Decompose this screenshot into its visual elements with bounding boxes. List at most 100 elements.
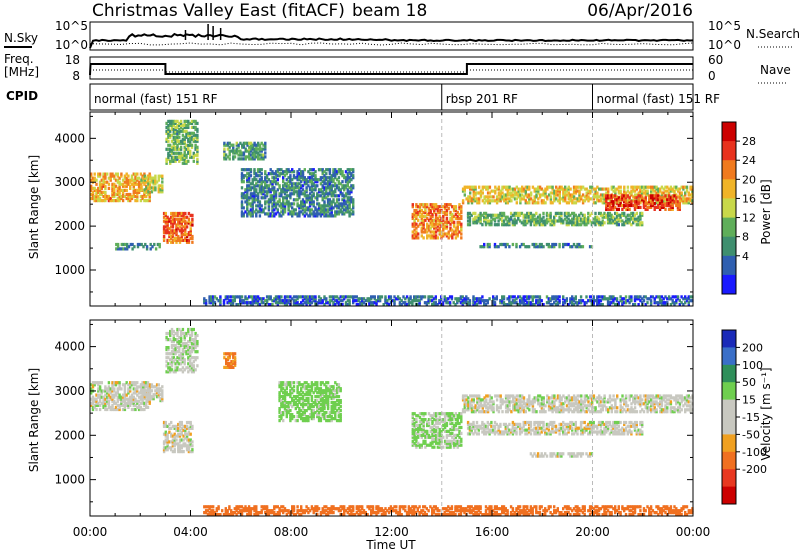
data-cell: [524, 193, 527, 197]
data-cell: [328, 180, 332, 184]
data-cell: [280, 202, 283, 206]
data-cell: [100, 190, 103, 194]
data-cell: [194, 139, 197, 143]
data-cell: [143, 174, 147, 178]
data-cell: [179, 335, 183, 340]
data-cell: [174, 358, 177, 362]
data-cell: [350, 178, 353, 182]
data-cell: [171, 440, 175, 444]
data-cell: [456, 216, 459, 220]
data-cell: [308, 192, 312, 196]
data-cell: [440, 303, 443, 307]
data-cell: [651, 196, 655, 200]
data-cell: [395, 297, 398, 301]
data-cell: [265, 184, 269, 188]
data-cell: [411, 214, 414, 218]
date-label: 06/Apr/2016: [587, 1, 693, 21]
data-cell: [242, 143, 246, 147]
data-cell: [107, 395, 111, 399]
data-cell: [244, 301, 247, 305]
data-cell: [452, 224, 456, 228]
data-cell: [146, 381, 150, 385]
data-cell: [167, 129, 170, 133]
data-cell: [97, 172, 100, 176]
data-cell: [260, 172, 263, 176]
data-cell: [574, 185, 578, 189]
power-data-cells: [90, 119, 694, 307]
data-cell: [621, 223, 624, 227]
data-cell: [219, 299, 222, 303]
data-cell: [137, 399, 141, 403]
data-cell: [246, 155, 249, 159]
data-cell: [535, 223, 538, 227]
data-cell: [240, 180, 244, 184]
data-cell: [466, 219, 470, 223]
data-cell: [292, 299, 296, 303]
data-cell: [667, 198, 671, 202]
data-cell: [538, 299, 542, 303]
data-cell: [536, 299, 540, 303]
data-cell: [587, 191, 590, 195]
data-cell: [429, 216, 432, 220]
data-cell: [226, 295, 229, 299]
data-cell: [185, 129, 188, 133]
data-cell: [650, 191, 653, 195]
data-cell: [97, 395, 100, 399]
data-cell: [145, 180, 148, 184]
data-cell: [335, 184, 339, 188]
data-cell: [123, 399, 127, 403]
data-cell: [172, 340, 175, 344]
data-cell: [185, 333, 188, 338]
data-cell: [181, 127, 185, 131]
data-cell: [136, 182, 139, 186]
data-cell: [203, 297, 206, 301]
data-cell: [232, 145, 235, 149]
data-cell: [283, 299, 287, 303]
data-cell: [538, 213, 542, 217]
data-cell: [429, 299, 432, 303]
data-cell: [330, 194, 333, 198]
data-cell: [413, 228, 416, 232]
data-cell: [608, 221, 612, 225]
data-cell: [189, 354, 192, 358]
data-cell: [310, 297, 314, 301]
data-cell: [180, 229, 183, 233]
data-cell: [483, 201, 486, 205]
data-cell: [187, 151, 190, 155]
data-cell: [166, 231, 169, 235]
data-cell: [134, 381, 137, 385]
data-cell: [504, 223, 507, 227]
data-cell: [554, 303, 558, 307]
data-cell: [132, 399, 135, 403]
data-cell: [192, 153, 195, 157]
data-cell: [255, 149, 258, 153]
data-cell: [339, 188, 342, 192]
data-cell: [91, 381, 95, 385]
data-cell: [509, 295, 513, 299]
data-cell: [337, 210, 341, 214]
data-cell: [136, 176, 139, 180]
data-cell: [240, 206, 244, 210]
data-cell: [121, 403, 125, 407]
data-cell: [180, 217, 183, 221]
data-cell: [669, 185, 673, 189]
data-cell: [330, 210, 333, 214]
data-cell: [240, 210, 244, 214]
data-cell: [282, 301, 285, 305]
data-cell: [521, 197, 524, 201]
data-cell: [657, 198, 660, 202]
data-cell: [555, 197, 558, 201]
data-cell: [626, 213, 629, 217]
data-cell: [513, 301, 516, 305]
data-cell: [479, 219, 482, 223]
data-cell: [154, 176, 157, 180]
data-cell: [564, 195, 567, 199]
data-cell: [425, 303, 428, 307]
data-cell: [339, 182, 342, 186]
data-cell: [335, 295, 339, 299]
data-cell: [285, 202, 288, 206]
data-cell: [256, 198, 260, 202]
data-cell: [420, 209, 423, 213]
data-cell: [445, 212, 449, 217]
data-cell: [148, 387, 151, 391]
